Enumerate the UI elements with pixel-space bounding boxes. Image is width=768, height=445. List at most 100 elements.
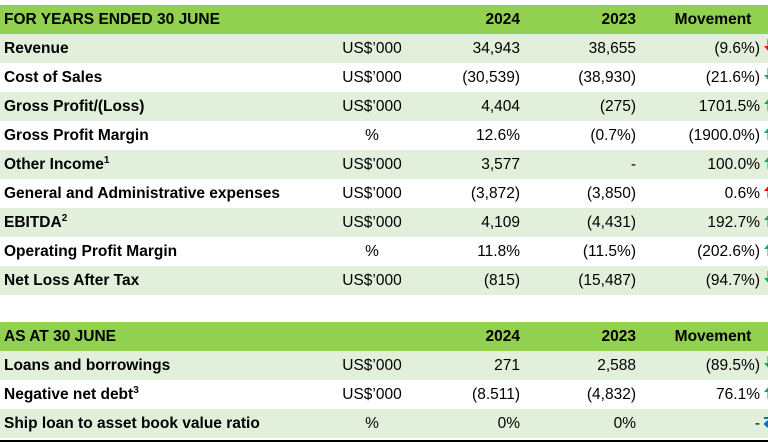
row-value-2023: (0.7%) [590, 126, 636, 144]
row-label: EBITDA2 [0, 208, 324, 237]
table-row: Ship loan to asset book value ratio% 0% 0%… [0, 409, 768, 438]
table-row: General and Administrative expenses US$’0… [0, 179, 768, 208]
arrow-up-icon [760, 385, 768, 404]
row-unit: % [365, 126, 379, 144]
row-movement: (21.6%) [642, 63, 768, 92]
row-label: Loans and borrowings [0, 351, 324, 380]
row-value-2023: (3,850) [586, 184, 636, 202]
row-label: Net Loss After Tax [0, 266, 324, 295]
row-value-2023: 2,588 [526, 351, 642, 380]
header-label: FOR YEARS ENDED 30 JUNE [0, 5, 324, 34]
table-row: Net Loss After Tax US$’000 (815) (15,487) (9… [0, 266, 768, 295]
row-value-2023: (4,832) [586, 385, 636, 403]
row-movement: 0.6% [642, 179, 768, 208]
row-unit: US$’000 [342, 68, 402, 86]
table-row: Operating Profit Margin% 11.8% (11.5%) (202… [0, 237, 768, 266]
row-value-2023: (4,431) [526, 208, 642, 237]
row-unit: % [365, 242, 379, 260]
table-row: Revenue US$’000 34,943 38,655 (9.6%) [0, 34, 768, 63]
arrow-up-icon [760, 126, 768, 145]
row-movement: 76.1% [642, 380, 768, 409]
balance-summary-table: AS AT 30 JUNE 2024 2023 Movement Loans and b… [0, 322, 768, 438]
arrow-down-icon [760, 271, 768, 290]
header-2023: 2023 [526, 5, 642, 34]
row-unit: US$’000 [324, 34, 420, 63]
table-row: EBITDA2 US$’000 4,109 (4,431) 192.7% [0, 208, 768, 237]
arrow-up-icon [760, 97, 768, 116]
row-value-2024: 11.8% [477, 242, 520, 260]
footnote-marker: 1 [103, 154, 110, 166]
row-movement: (94.7%) [642, 266, 768, 295]
row-unit: US$’000 [324, 266, 420, 295]
row-value-2023: (15,487) [526, 266, 642, 295]
table-row: Gross Profit Margin% 12.6% (0.7%) (1900.0%) [0, 121, 768, 150]
header-unit [324, 5, 420, 34]
table-row: Other Income1 US$’000 3,577-100.0% [0, 150, 768, 179]
footnote-marker: 2 [61, 212, 68, 224]
table-header-row: AS AT 30 JUNE 2024 2023 Movement [0, 322, 768, 351]
row-value-2024: 271 [420, 351, 526, 380]
row-movement: 1701.5% [642, 92, 768, 121]
table-row: Negative net debt3 US$’000 (8.511) (4,832) 7… [0, 380, 768, 409]
row-value-2023: 0% [526, 409, 642, 438]
row-value-2024: 12.6% [476, 126, 520, 144]
table-row: Loans and borrowings US$’000 271 2,588 (89.5… [0, 351, 768, 380]
row-unit: US$’000 [324, 150, 420, 179]
row-label: Cost of Sales [4, 68, 103, 86]
row-unit: US$’000 [324, 92, 420, 121]
row-value-2023: (275) [526, 92, 642, 121]
row-movement: 100.0% [642, 150, 768, 179]
row-label: Other Income1 [0, 150, 324, 179]
footnote-marker: 3 [133, 384, 139, 396]
table-header-row: FOR YEARS ENDED 30 JUNE 2024 2023 Movement [0, 5, 768, 34]
row-label: Revenue [0, 34, 324, 63]
row-value-2024: (3,872) [470, 184, 520, 202]
row-value-2023: 38,655 [526, 34, 642, 63]
row-value-2024: (815) [420, 266, 526, 295]
row-label: Gross Profit/(Loss) [0, 92, 324, 121]
arrow-up-icon [760, 242, 768, 261]
row-value-2024: 0% [420, 409, 526, 438]
arrow-up-icon [760, 155, 768, 174]
row-unit: % [324, 409, 420, 438]
row-label: Gross Profit Margin [4, 126, 149, 144]
header-unit [324, 322, 420, 351]
header-2024: 2024 [420, 5, 526, 34]
row-value-2024: 34,943 [420, 34, 526, 63]
header-movement: Movement [642, 5, 768, 34]
row-unit: US$’000 [342, 184, 402, 202]
row-label: Negative net debt3 [4, 384, 139, 403]
row-movement: - [642, 409, 768, 438]
row-movement: (202.6%) [642, 237, 768, 266]
arrow-up-icon [760, 184, 768, 203]
arrow-up-icon [760, 213, 768, 232]
table-row: Cost of Sales US$’000 (30,539) (38,930) (21.… [0, 63, 768, 92]
row-movement: (89.5%) [642, 351, 768, 380]
header-2024: 2024 [420, 322, 526, 351]
row-label: Ship loan to asset book value ratio [0, 409, 324, 438]
row-value-2024: 4,404 [420, 92, 526, 121]
row-value-2024: (8.511) [472, 385, 520, 403]
row-value-2024: 4,109 [420, 208, 526, 237]
arrow-down-icon [760, 356, 768, 375]
row-unit: US$’000 [324, 351, 420, 380]
row-unit: US$’000 [324, 208, 420, 237]
table-row: Gross Profit/(Loss) US$’000 4,404 (275) 1701… [0, 92, 768, 121]
arrow-down-icon [760, 39, 768, 58]
row-value-2024: 3,577 [420, 150, 526, 179]
row-unit: US$’000 [342, 385, 402, 403]
arrow-down-icon [760, 68, 768, 87]
row-value-2023: (38,930) [578, 68, 636, 86]
income-summary-table: FOR YEARS ENDED 30 JUNE 2024 2023 Movement R… [0, 5, 768, 295]
row-label: Operating Profit Margin [4, 242, 178, 260]
row-movement: (1900.0%) [642, 121, 768, 150]
row-value-2024: (30,539) [462, 68, 520, 86]
header-movement: Movement [642, 322, 768, 351]
row-value-2023: (11.5%) [582, 242, 636, 260]
row-movement: (9.6%) [642, 34, 768, 63]
row-label: General and Administrative expenses [4, 184, 280, 202]
bottom-rule [0, 440, 768, 442]
swap-arrows-icon [760, 414, 768, 433]
header-2023: 2023 [526, 322, 642, 351]
